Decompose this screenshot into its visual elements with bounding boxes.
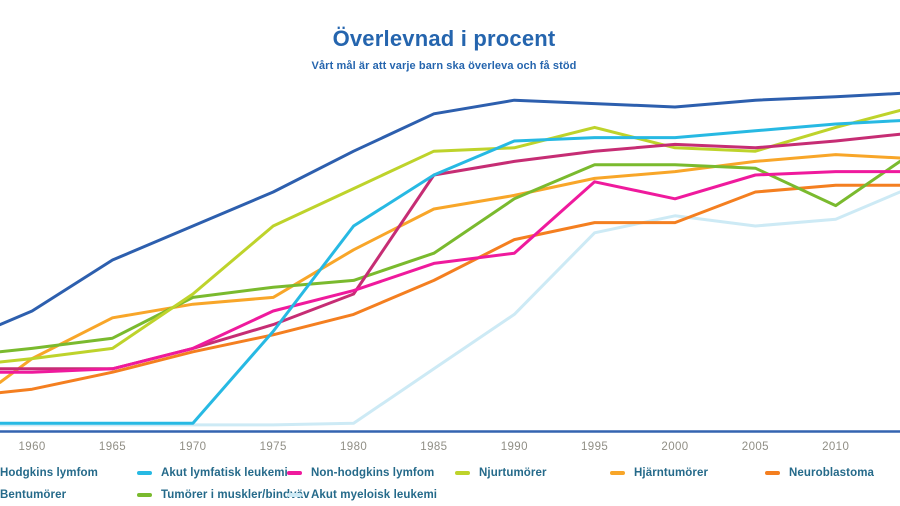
series-line-njurtum-rer (0, 108, 900, 364)
legend-marker (610, 471, 625, 475)
x-tick-label: 1975 (260, 441, 287, 453)
legend-item: Neuroblastoma (765, 467, 874, 479)
legend-item: Njurtumörer (455, 467, 547, 479)
series-line-akut-lymfatisk-leukemi (0, 119, 900, 425)
series-line-akut-myeloisk-leukemi (0, 190, 900, 427)
chart-subtitle: Vårt mål är att varje barn ska överleva … (311, 60, 577, 72)
series-line-hj-rntum-rer (0, 153, 900, 384)
legend-marker (137, 493, 152, 497)
series-line-tum-rer-i-muskler-bindv-v (0, 159, 900, 354)
legend-label: Non-hodgkins lymfom (311, 467, 435, 479)
series-line-non-hodgkins-lymfom (0, 170, 900, 374)
legend-label: Neuroblastoma (789, 467, 875, 479)
x-tick-label: 1960 (19, 441, 46, 453)
x-tick-label: 1965 (99, 441, 126, 453)
series-line-neuroblastoma (0, 183, 900, 395)
legend-label: Njurtumörer (479, 467, 547, 479)
legend-marker (287, 493, 302, 497)
legend-label: Akut myeloisk leukemi (311, 489, 438, 501)
x-tick-label: 1990 (501, 441, 528, 453)
legend-marker (287, 471, 302, 475)
x-tick-label: 2010 (822, 441, 849, 453)
legend-item: Hodgkins lymfom (0, 467, 98, 479)
x-tick-label: 1985 (420, 441, 447, 453)
legend-marker (137, 471, 152, 475)
legend-label: Hjärntumörer (634, 467, 709, 479)
chart-title: Överlevnad i procent (332, 26, 556, 51)
x-tick-label: 1995 (581, 441, 608, 453)
x-tick-label: 2000 (661, 441, 688, 453)
legend-label: Hodgkins lymfom (0, 467, 98, 479)
series-line-hodgkins-lymfom (0, 91, 900, 327)
legend-item: Akut myeloisk leukemi (287, 489, 437, 501)
legend-item: Non-hodgkins lymfom (287, 467, 434, 479)
legend-item: Bentumörer (0, 489, 66, 501)
legend-label: Tumörer i muskler/bindväv (161, 489, 310, 501)
legend-marker (765, 471, 780, 475)
x-tick-label: 1970 (179, 441, 206, 453)
legend-item: Tumörer i muskler/bindväv (137, 489, 310, 501)
legend-label: Akut lymfatisk leukemi (161, 467, 288, 479)
x-tick-label: 1980 (340, 441, 367, 453)
legend-item: Akut lymfatisk leukemi (137, 467, 288, 479)
legend-label: Bentumörer (0, 489, 67, 501)
legend-marker (455, 471, 470, 475)
x-tick-label: 2005 (742, 441, 769, 453)
legend-item: Hjärntumörer (610, 467, 708, 479)
